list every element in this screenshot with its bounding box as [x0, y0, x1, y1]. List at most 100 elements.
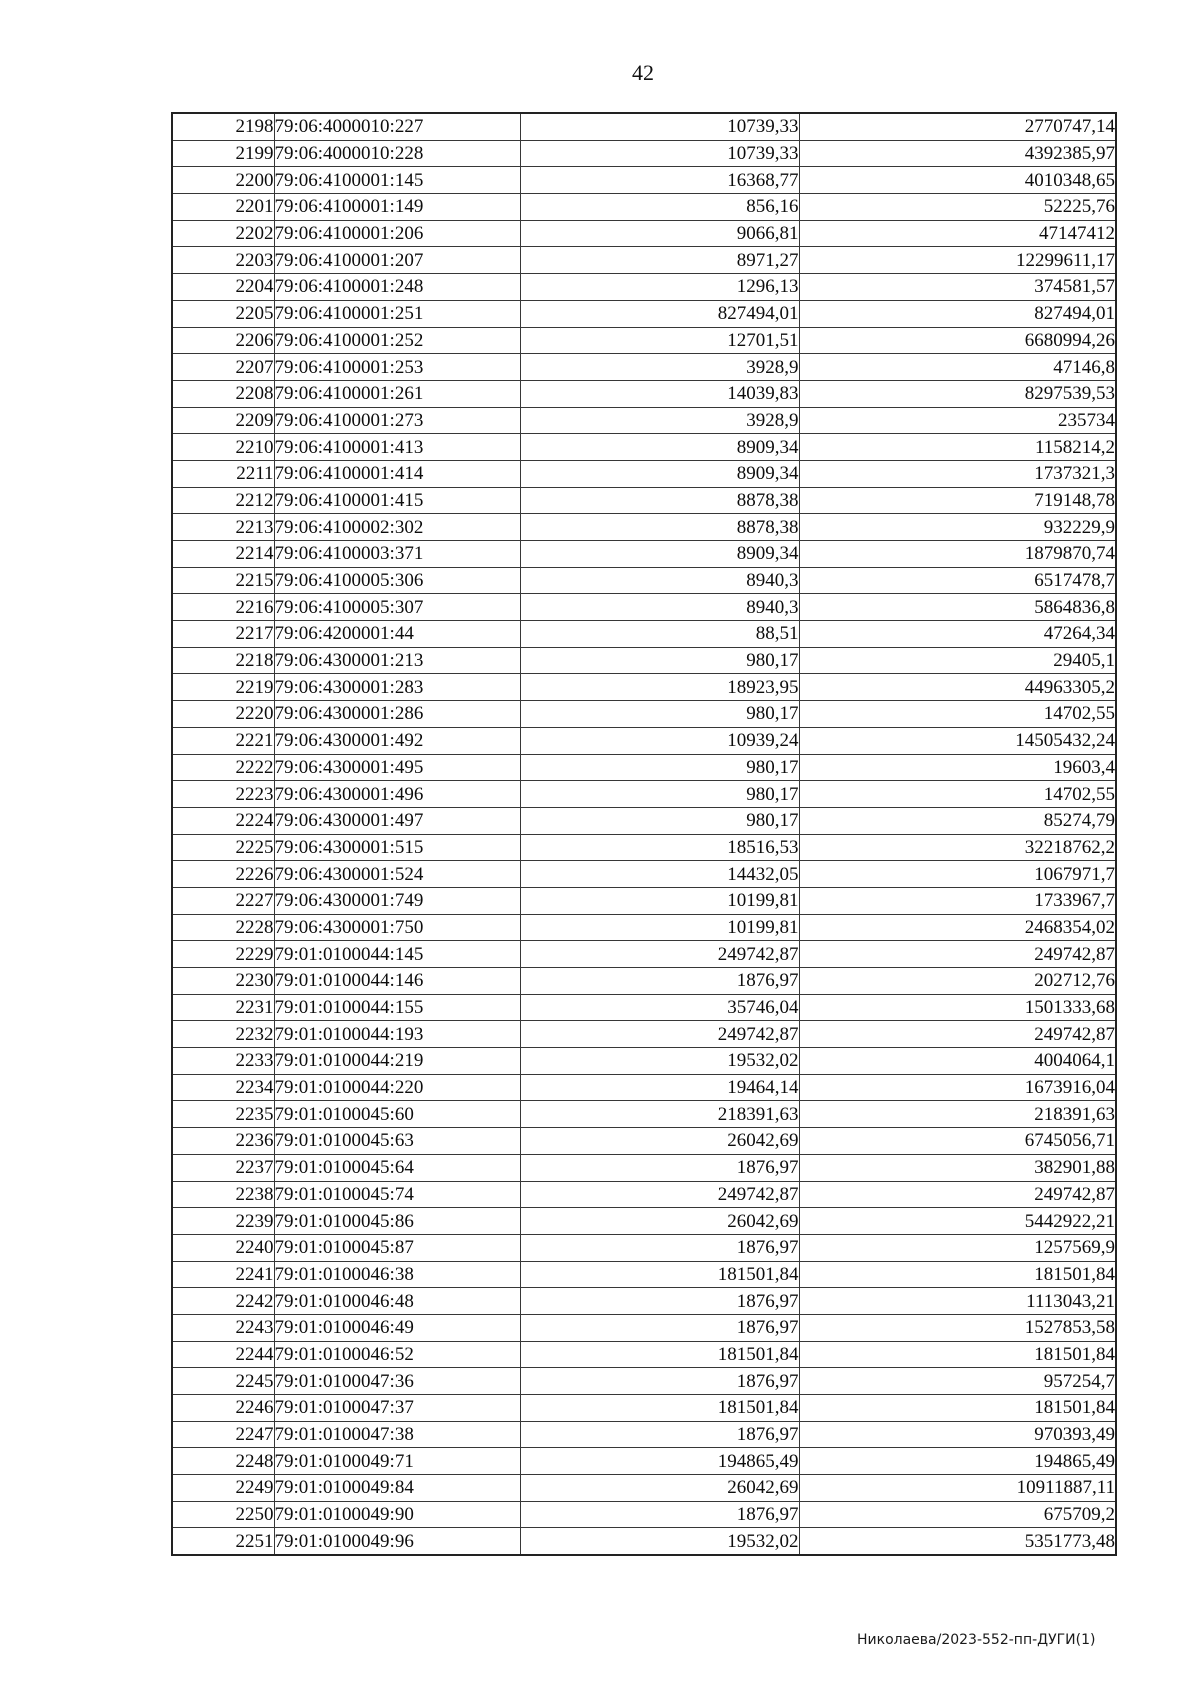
value-cell-2: 32218762,2	[798, 833, 1117, 862]
value-cell-2: 19603,4	[798, 753, 1117, 782]
cadastral-number-cell: 79:06:4300001:524	[273, 860, 521, 888]
value-cell-1: 980,17	[519, 753, 800, 782]
value-cell-1: 1876,97	[519, 1153, 800, 1182]
value-cell-2: 181501,84	[798, 1340, 1117, 1369]
table-row: 2235 79:01:0100045:60 218391,63 218391,63	[171, 1100, 1117, 1129]
value-cell-2: 4392385,97	[798, 139, 1117, 168]
row-number-cell: 2250	[171, 1500, 275, 1529]
cadastral-number-cell: 79:01:0100045:86	[273, 1207, 521, 1235]
page-number: 42	[632, 60, 654, 85]
cadastral-number-cell: 79:06:4100001:252	[273, 326, 521, 355]
row-number-cell: 2243	[171, 1313, 275, 1342]
value-cell-2: 675709,2	[798, 1500, 1117, 1529]
value-cell-1: 249742,87	[519, 940, 800, 968]
value-cell-2: 2770747,14	[798, 112, 1117, 141]
row-number-cell: 2207	[171, 353, 275, 381]
cadastral-number-cell: 79:06:4300001:750	[273, 913, 521, 942]
table-row: 2202 79:06:4100001:206 9066,81 47147412	[171, 219, 1117, 248]
row-number-cell: 2247	[171, 1420, 275, 1449]
table-row: 2228 79:06:4300001:750 10199,81 2468354,02	[171, 913, 1117, 942]
table-row: 2245 79:01:0100047:36 1876,97 957254,7	[171, 1367, 1117, 1395]
row-number-cell: 2228	[171, 913, 275, 942]
table-row: 2203 79:06:4100001:207 8971,27 12299611,17	[171, 246, 1117, 275]
table-row: 2236 79:01:0100045:63 26042,69 6745056,71	[171, 1127, 1117, 1155]
value-cell-2: 957254,7	[798, 1367, 1117, 1395]
table-row: 2244 79:01:0100046:52 181501,84 181501,84	[171, 1340, 1117, 1369]
cadastral-number-cell: 79:06:4300001:495	[273, 753, 521, 782]
value-cell-1: 14039,83	[519, 379, 800, 408]
value-cell-1: 19532,02	[519, 1047, 800, 1075]
value-cell-2: 5442922,21	[798, 1207, 1117, 1235]
value-cell-2: 374581,57	[798, 273, 1117, 301]
table-row: 2206 79:06:4100001:252 12701,51 6680994,26	[171, 326, 1117, 355]
row-number-cell: 2215	[171, 566, 275, 595]
value-cell-2: 6745056,71	[798, 1127, 1117, 1155]
cadastral-number-cell: 79:06:4100001:413	[273, 433, 521, 461]
cadastral-number-cell: 79:06:4100001:414	[273, 459, 521, 488]
value-cell-1: 1876,97	[519, 967, 800, 995]
cadastral-number-cell: 79:06:4100003:371	[273, 540, 521, 568]
cadastral-number-cell: 79:06:4100005:306	[273, 566, 521, 595]
value-cell-1: 827494,01	[519, 299, 800, 328]
cadastral-number-cell: 79:01:0100046:38	[273, 1260, 521, 1289]
row-number-cell: 2222	[171, 753, 275, 782]
value-cell-2: 1737321,3	[798, 459, 1117, 488]
row-number-cell: 2213	[171, 513, 275, 541]
row-number-cell: 2217	[171, 620, 275, 648]
cadastral-number-cell: 79:01:0100049:71	[273, 1447, 521, 1476]
value-cell-1: 249742,87	[519, 1020, 800, 1049]
row-number-cell: 2201	[171, 193, 275, 221]
value-cell-2: 1113043,21	[798, 1287, 1117, 1315]
value-cell-2: 194865,49	[798, 1447, 1117, 1476]
cadastral-number-cell: 79:01:0100049:84	[273, 1474, 521, 1502]
value-cell-2: 382901,88	[798, 1153, 1117, 1182]
table-row: 2246 79:01:0100047:37 181501,84 181501,84	[171, 1394, 1117, 1422]
value-cell-2: 181501,84	[798, 1394, 1117, 1422]
cadastral-number-cell: 79:06:4100001:206	[273, 219, 521, 248]
value-cell-2: 1879870,74	[798, 540, 1117, 568]
value-cell-2: 1158214,2	[798, 433, 1117, 461]
row-number-cell: 2221	[171, 726, 275, 755]
row-number-cell: 2223	[171, 780, 275, 808]
cadastral-number-cell: 79:06:4300001:496	[273, 780, 521, 808]
value-cell-2: 202712,76	[798, 967, 1117, 995]
table-row: 2224 79:06:4300001:497 980,17 85274,79	[171, 806, 1117, 835]
table-row: 2210 79:06:4100001:413 8909,34 1158214,2	[171, 433, 1117, 461]
value-cell-2: 14702,55	[798, 700, 1117, 728]
row-number-cell: 2226	[171, 860, 275, 888]
cadastral-number-cell: 79:06:4100001:248	[273, 273, 521, 301]
value-cell-1: 980,17	[519, 700, 800, 728]
value-cell-2: 44963305,2	[798, 673, 1117, 702]
table-row: 2208 79:06:4100001:261 14039,83 8297539,53	[171, 379, 1117, 408]
row-number-cell: 2204	[171, 273, 275, 301]
value-cell-2: 1501333,68	[798, 993, 1117, 1022]
value-cell-2: 1067971,7	[798, 860, 1117, 888]
cadastral-number-cell: 79:01:0100046:48	[273, 1287, 521, 1315]
table-row: 2229 79:01:0100044:145 249742,87 249742,87	[171, 940, 1117, 968]
value-cell-1: 88,51	[519, 620, 800, 648]
value-cell-1: 3928,9	[519, 406, 800, 435]
table-row: 2215 79:06:4100005:306 8940,3 6517478,7	[171, 566, 1117, 595]
row-number-cell: 2251	[171, 1527, 275, 1556]
table-row: 2207 79:06:4100001:253 3928,9 47146,8	[171, 353, 1117, 381]
value-cell-2: 1733967,7	[798, 886, 1117, 915]
value-cell-2: 1257569,9	[798, 1233, 1117, 1262]
cadastral-number-cell: 79:01:0100045:87	[273, 1233, 521, 1262]
row-number-cell: 2238	[171, 1180, 275, 1209]
value-cell-1: 8940,3	[519, 566, 800, 595]
cadastral-number-cell: 79:06:4100001:261	[273, 379, 521, 408]
cadastral-number-cell: 79:01:0100045:60	[273, 1100, 521, 1129]
cadastral-number-cell: 79:01:0100044:193	[273, 1020, 521, 1049]
value-cell-2: 1673916,04	[798, 1073, 1117, 1102]
value-cell-1: 19532,02	[519, 1527, 800, 1556]
cadastral-number-cell: 79:06:4300001:213	[273, 646, 521, 675]
row-number-cell: 2240	[171, 1233, 275, 1262]
value-cell-1: 26042,69	[519, 1127, 800, 1155]
value-cell-1: 218391,63	[519, 1100, 800, 1129]
row-number-cell: 2233	[171, 1047, 275, 1075]
row-number-cell: 2219	[171, 673, 275, 702]
cadastral-number-cell: 79:01:0100046:49	[273, 1313, 521, 1342]
cadastral-number-cell: 79:01:0100049:96	[273, 1527, 521, 1556]
value-cell-2: 827494,01	[798, 299, 1117, 328]
value-cell-1: 35746,04	[519, 993, 800, 1022]
